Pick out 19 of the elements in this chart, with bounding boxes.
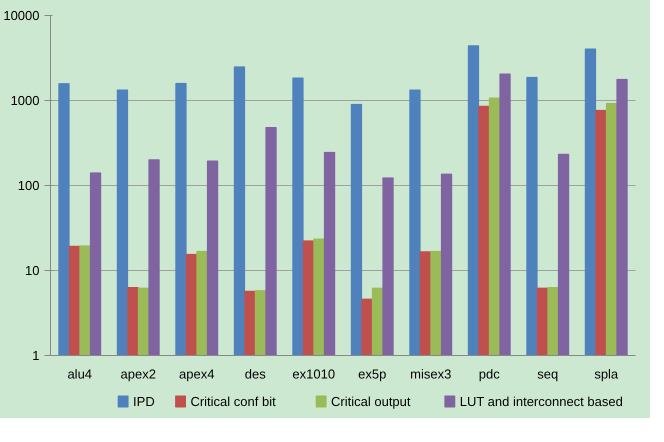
x-tick-label: ex1010 — [292, 366, 336, 382]
x-tick-label: misex3 — [410, 366, 452, 382]
x-tick-label: pdc — [478, 366, 500, 382]
x-tick-label: des — [244, 366, 266, 382]
y-tick-label: 1 — [32, 348, 40, 363]
legend-label: LUT and interconnect based — [460, 394, 623, 409]
x-tick-label: seq — [537, 366, 558, 382]
x-tick-label: ex5p — [358, 366, 386, 382]
y-tick-label: 1000 — [10, 93, 40, 108]
y-tick-label: 100 — [18, 178, 40, 193]
y-tick-label: 10 — [25, 263, 40, 278]
x-tick-label: alu4 — [67, 366, 92, 382]
legend-label: Critical output — [331, 394, 411, 409]
x-tick-label: spla — [594, 366, 619, 382]
y-tick-label: 10000 — [3, 8, 40, 23]
legend-label: Critical conf bit — [190, 394, 276, 409]
x-tick-label: apex4 — [179, 366, 214, 382]
x-tick-label: apex2 — [120, 366, 156, 382]
legend-label: IPD — [133, 394, 155, 409]
